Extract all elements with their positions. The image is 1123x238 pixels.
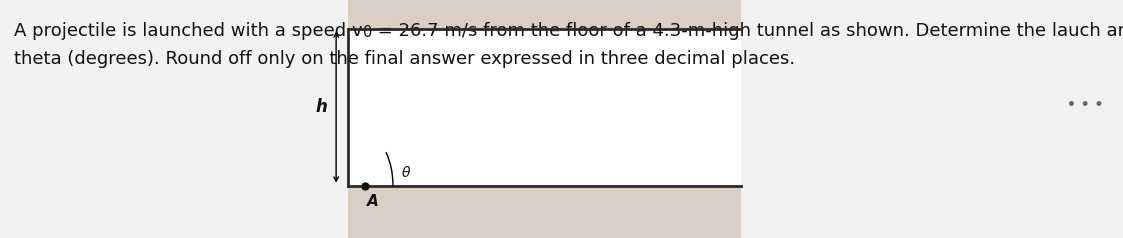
- Bar: [348, 186, 741, 238]
- Bar: [741, 0, 1123, 238]
- Bar: [348, 0, 741, 29]
- Text: A projectile is launched with a speed v: A projectile is launched with a speed v: [13, 22, 363, 40]
- Text: • • •: • • •: [1067, 98, 1103, 112]
- Text: = 26.7 m/s from the floor of a 4.3-m-high tunnel as shown. Determine the lauch a: = 26.7 m/s from the floor of a 4.3-m-hig…: [372, 22, 1123, 40]
- Text: A: A: [367, 194, 378, 209]
- Bar: [0, 0, 348, 238]
- Text: $\bfit{h}$: $\bfit{h}$: [316, 98, 328, 116]
- Text: 0: 0: [363, 25, 372, 40]
- Text: $\theta$: $\theta$: [401, 165, 411, 180]
- Bar: [348, 29, 741, 186]
- Text: theta (degrees). Round off only on the final answer expressed in three decimal p: theta (degrees). Round off only on the f…: [13, 50, 795, 68]
